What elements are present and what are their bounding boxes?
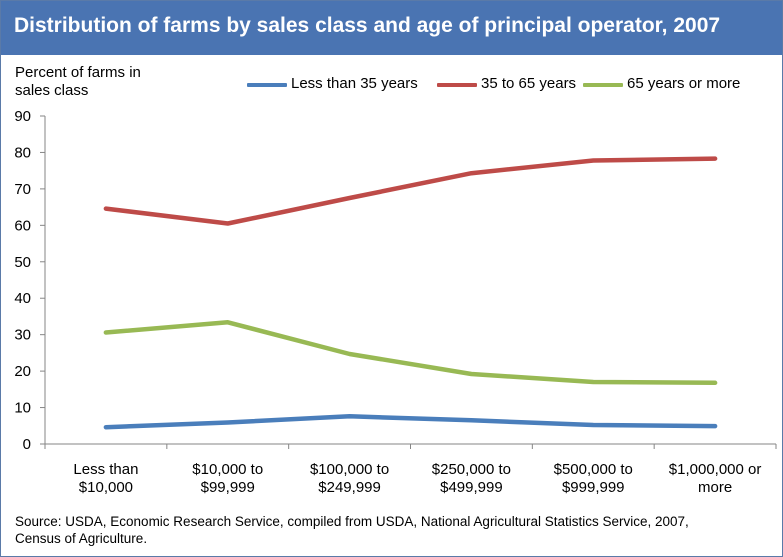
y-tick-label: 30: [14, 327, 31, 344]
y-tick-label: 80: [14, 144, 31, 161]
y-tick-label: 10: [14, 400, 31, 417]
title-bar: Distribution of farms by sales class and…: [1, 1, 782, 55]
x-tick-label: $250,000 to $499,999: [432, 461, 511, 496]
y-axis-label: Percent of farms in sales class: [15, 64, 141, 99]
y-tick-label: 90: [14, 108, 31, 125]
series-line-0: [103, 414, 718, 430]
y-tick-label: 50: [14, 254, 31, 271]
y-tick-label: 70: [14, 181, 31, 198]
chart-title: Distribution of farms by sales class and…: [14, 14, 721, 37]
y-tick-label: 20: [14, 363, 31, 380]
x-tick-label: $100,000 to $249,999: [310, 461, 389, 496]
x-tick-label: Less than $10,000: [73, 461, 138, 496]
source-note: Source: USDA, Economic Research Service,…: [15, 514, 689, 546]
y-tick-label: 60: [14, 217, 31, 234]
y-tick-label: 40: [14, 290, 31, 307]
x-tick-label: $1,000,000 or more: [669, 461, 762, 496]
series-line-1: [103, 156, 718, 226]
y-tick-label: 0: [23, 436, 31, 453]
x-tick-label: $10,000 to $99,999: [192, 461, 263, 496]
x-tick-label: $500,000 to $999,999: [554, 461, 633, 496]
series-line-2: [103, 320, 718, 386]
